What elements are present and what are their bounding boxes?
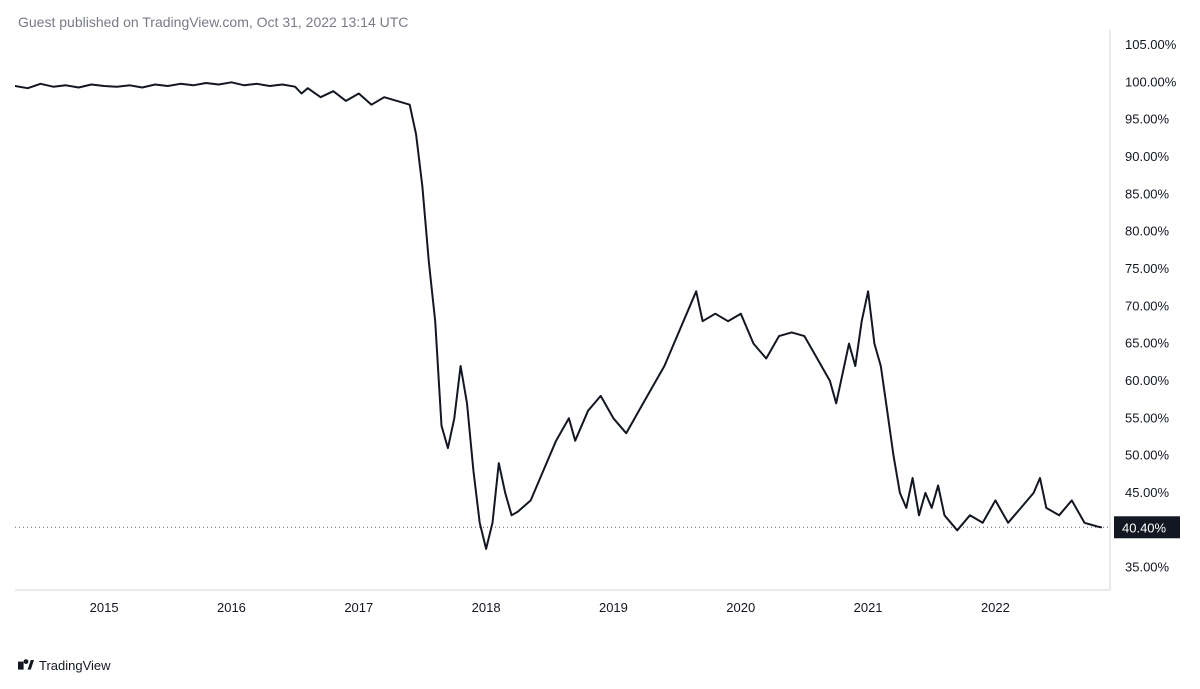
y-tick-label: 70.00% — [1125, 298, 1170, 313]
y-tick-label: 85.00% — [1125, 186, 1170, 201]
y-tick-label: 100.00% — [1125, 74, 1177, 89]
tradingview-logo-icon — [18, 658, 34, 673]
chart-area: 35.00%40.00%45.00%50.00%55.00%60.00%65.0… — [15, 30, 1185, 640]
x-tick-label: 2021 — [854, 600, 883, 615]
y-tick-label: 50.00% — [1125, 448, 1170, 463]
x-tick-label: 2019 — [599, 600, 628, 615]
y-tick-label: 55.00% — [1125, 410, 1170, 425]
x-tick-label: 2022 — [981, 600, 1010, 615]
current-value-text: 40.40% — [1122, 520, 1167, 535]
x-tick-label: 2015 — [90, 600, 119, 615]
y-tick-label: 95.00% — [1125, 112, 1170, 127]
x-tick-label: 2017 — [344, 600, 373, 615]
y-tick-label: 105.00% — [1125, 37, 1177, 52]
y-tick-label: 80.00% — [1125, 224, 1170, 239]
x-tick-label: 2020 — [726, 600, 755, 615]
y-tick-label: 75.00% — [1125, 261, 1170, 276]
y-tick-label: 60.00% — [1125, 373, 1170, 388]
footer: TradingView — [18, 658, 111, 673]
y-tick-label: 45.00% — [1125, 485, 1170, 500]
chart-header: Guest published on TradingView.com, Oct … — [18, 14, 408, 30]
x-tick-label: 2018 — [472, 600, 501, 615]
price-chart[interactable]: 35.00%40.00%45.00%50.00%55.00%60.00%65.0… — [15, 30, 1185, 640]
price-line — [15, 82, 1101, 549]
y-tick-label: 35.00% — [1125, 560, 1170, 575]
x-tick-label: 2016 — [217, 600, 246, 615]
publish-info: Guest published on TradingView.com, Oct … — [18, 14, 408, 30]
brand-name: TradingView — [39, 658, 111, 673]
y-tick-label: 65.00% — [1125, 336, 1170, 351]
y-tick-label: 90.00% — [1125, 149, 1170, 164]
